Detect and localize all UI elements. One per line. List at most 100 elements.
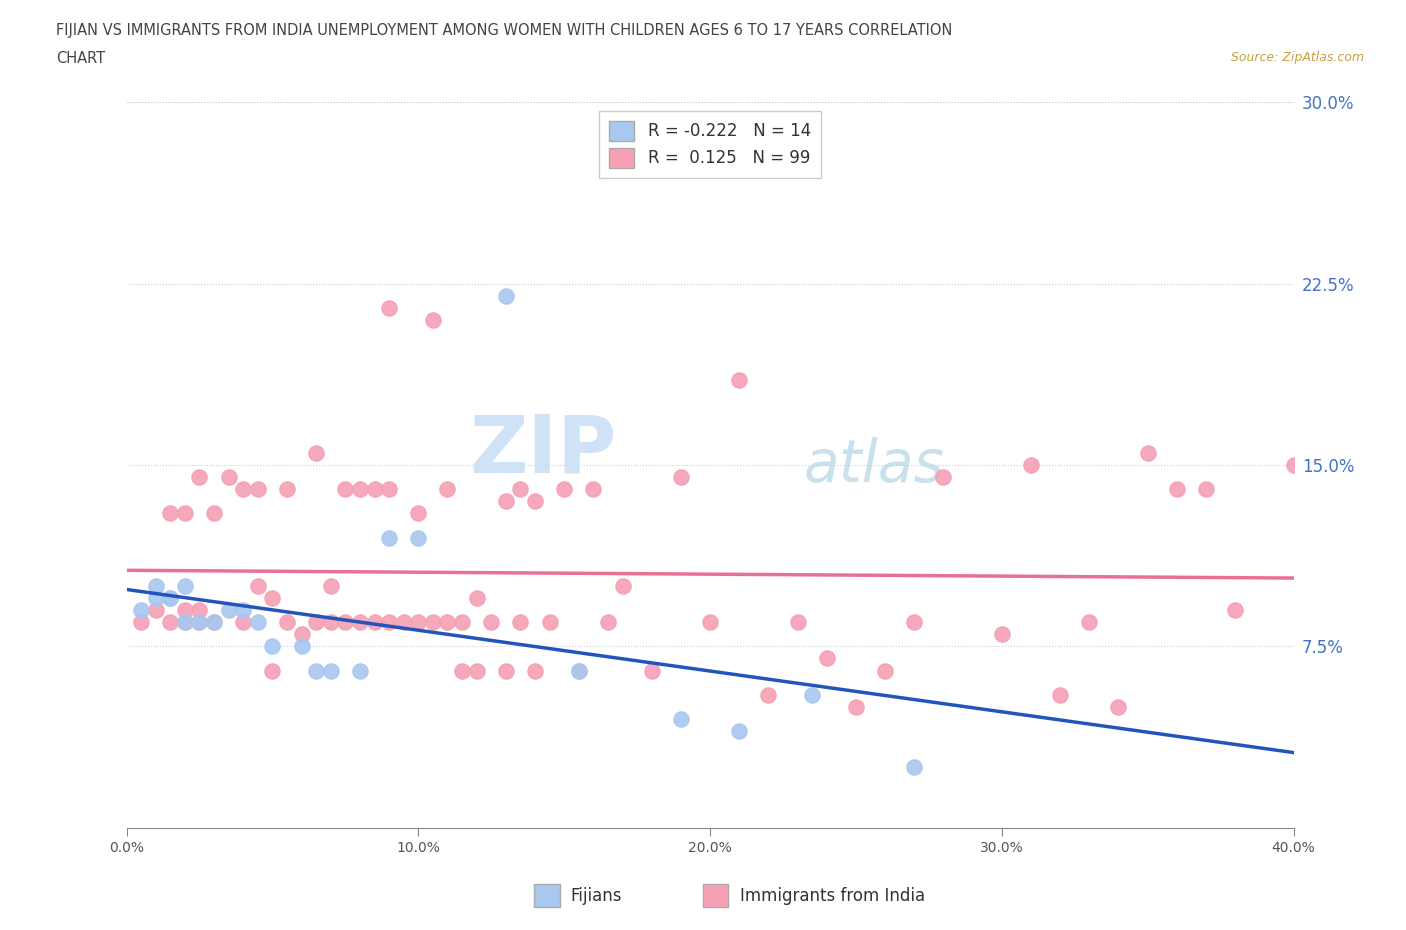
- Point: [596, 615, 619, 630]
- Point: [1049, 687, 1071, 702]
- Point: [509, 615, 531, 630]
- Point: [145, 578, 167, 593]
- Point: [408, 615, 430, 630]
- Point: [174, 578, 197, 593]
- Point: [568, 663, 591, 678]
- Point: [246, 578, 269, 593]
- Point: [246, 482, 269, 497]
- Point: [1282, 458, 1305, 472]
- Point: [159, 615, 181, 630]
- Point: [349, 482, 371, 497]
- Point: [232, 482, 254, 497]
- Point: [363, 482, 385, 497]
- Point: [756, 687, 779, 702]
- Point: [568, 663, 591, 678]
- Point: [932, 470, 955, 485]
- Point: [815, 651, 838, 666]
- Text: Fijians: Fijians: [571, 886, 623, 905]
- Point: [349, 615, 371, 630]
- Point: [465, 591, 488, 605]
- Point: [159, 591, 181, 605]
- Point: [262, 591, 284, 605]
- Text: Immigrants from India: Immigrants from India: [740, 886, 925, 905]
- Point: [145, 603, 167, 618]
- Point: [451, 663, 474, 678]
- Point: [378, 482, 401, 497]
- Point: [276, 615, 298, 630]
- Point: [436, 615, 458, 630]
- Point: [553, 482, 575, 497]
- Point: [174, 615, 197, 630]
- Point: [495, 494, 517, 509]
- Point: [232, 615, 254, 630]
- Point: [669, 470, 692, 485]
- Point: [246, 615, 269, 630]
- Point: [363, 615, 385, 630]
- Point: [436, 482, 458, 497]
- Point: [188, 615, 211, 630]
- Point: [728, 373, 751, 388]
- Point: [392, 615, 415, 630]
- Point: [786, 615, 808, 630]
- Point: [202, 506, 225, 521]
- Point: [408, 506, 430, 521]
- Point: [1019, 458, 1042, 472]
- Point: [174, 506, 197, 521]
- Point: [378, 530, 401, 545]
- Point: [801, 687, 824, 702]
- Point: [422, 312, 444, 327]
- Point: [495, 288, 517, 303]
- Point: [232, 603, 254, 618]
- Point: [319, 615, 342, 630]
- Text: ZIP: ZIP: [470, 411, 617, 489]
- Point: [640, 663, 664, 678]
- Point: [202, 615, 225, 630]
- Point: [612, 578, 634, 593]
- Point: [174, 603, 197, 618]
- Point: [465, 663, 488, 678]
- Point: [262, 663, 284, 678]
- Legend: R = -0.222   N = 14, R =  0.125   N = 99: R = -0.222 N = 14, R = 0.125 N = 99: [599, 111, 821, 178]
- Point: [262, 639, 284, 654]
- Point: [319, 663, 342, 678]
- Point: [188, 615, 211, 630]
- Point: [903, 760, 925, 775]
- Point: [290, 639, 312, 654]
- Point: [305, 615, 328, 630]
- Point: [1108, 699, 1130, 714]
- Point: [290, 627, 312, 642]
- Text: FIJIAN VS IMMIGRANTS FROM INDIA UNEMPLOYMENT AMONG WOMEN WITH CHILDREN AGES 6 TO: FIJIAN VS IMMIGRANTS FROM INDIA UNEMPLOY…: [56, 23, 953, 38]
- Text: Source: ZipAtlas.com: Source: ZipAtlas.com: [1230, 51, 1364, 64]
- Point: [1195, 482, 1218, 497]
- Point: [408, 530, 430, 545]
- Point: [145, 591, 167, 605]
- Point: [335, 482, 357, 497]
- Point: [1166, 482, 1188, 497]
- Point: [524, 663, 547, 678]
- Point: [699, 615, 721, 630]
- Point: [422, 615, 444, 630]
- Point: [305, 445, 328, 460]
- Point: [669, 711, 692, 726]
- Point: [1223, 603, 1246, 618]
- Point: [218, 470, 240, 485]
- Point: [174, 615, 197, 630]
- Point: [524, 494, 547, 509]
- Point: [159, 591, 181, 605]
- Point: [903, 615, 925, 630]
- Point: [129, 603, 152, 618]
- Point: [335, 615, 357, 630]
- Point: [276, 482, 298, 497]
- Text: atlas: atlas: [803, 436, 945, 494]
- Point: [451, 615, 474, 630]
- Point: [990, 627, 1012, 642]
- Point: [582, 482, 605, 497]
- Point: [305, 663, 328, 678]
- Point: [728, 724, 751, 738]
- Point: [188, 470, 211, 485]
- Point: [378, 300, 401, 315]
- Point: [218, 603, 240, 618]
- Point: [202, 615, 225, 630]
- Point: [349, 663, 371, 678]
- Point: [378, 615, 401, 630]
